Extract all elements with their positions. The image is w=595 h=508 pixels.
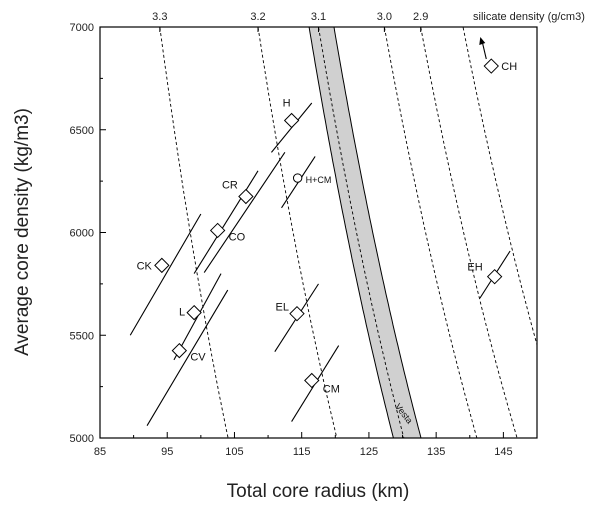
top-tick-label-3.2: 3.2 bbox=[250, 11, 265, 23]
density-curves bbox=[159, 27, 537, 438]
point-label-cr: CR bbox=[222, 180, 238, 192]
trend-line-co bbox=[193, 170, 259, 274]
marker-h bbox=[283, 112, 300, 129]
y-tick-label-6000: 6000 bbox=[70, 228, 94, 240]
point-label-cm: CM bbox=[323, 383, 340, 395]
top-axis-title: silicate density (g/cm3) bbox=[473, 11, 585, 23]
x-tick-label-135: 135 bbox=[427, 446, 445, 458]
arrow-head-ch bbox=[479, 37, 486, 46]
plot-frame bbox=[99, 26, 538, 439]
marker-el bbox=[289, 305, 305, 322]
marker-cr bbox=[238, 188, 254, 205]
vesta-band bbox=[308, 27, 422, 438]
density-curve-3.1 bbox=[318, 27, 405, 438]
marker-co bbox=[209, 222, 226, 239]
density-curve-3.3 bbox=[159, 27, 229, 438]
marker-ck bbox=[154, 257, 170, 274]
trend-line-cv bbox=[146, 289, 229, 426]
x-tick-label-95: 95 bbox=[161, 446, 173, 458]
x-tick-label-145: 145 bbox=[494, 446, 512, 458]
x-tick-label-115: 115 bbox=[293, 446, 311, 458]
y-tick-label-6500: 6500 bbox=[70, 125, 94, 137]
point-label-co: CO bbox=[229, 231, 246, 243]
marker-l bbox=[186, 304, 202, 321]
point-label-l: L bbox=[179, 307, 185, 319]
y-axis-title: Average core density (kg/m3) bbox=[12, 108, 33, 356]
marker-eh bbox=[486, 268, 503, 285]
y-tick-label-5000: 5000 bbox=[70, 433, 94, 445]
trend-line-cr bbox=[203, 152, 286, 273]
labels: Total core radius (km) Average core dens… bbox=[12, 11, 585, 502]
marker-ch bbox=[483, 58, 499, 74]
y-tick-label-7000: 7000 bbox=[70, 22, 94, 34]
point-label-eh: EH bbox=[467, 262, 482, 274]
marker-h-cm bbox=[292, 173, 303, 183]
top-tick-label-3.1: 3.1 bbox=[311, 11, 326, 23]
point-label-el: EL bbox=[276, 302, 289, 314]
x-axis-title: Total core radius (km) bbox=[227, 481, 410, 502]
top-tick-label-3.3: 3.3 bbox=[152, 11, 167, 23]
x-tick-label-105: 105 bbox=[225, 446, 243, 458]
density-curve-3.0 bbox=[383, 27, 478, 438]
trend-line-ck bbox=[129, 213, 202, 336]
density-curve-3.2 bbox=[257, 27, 338, 438]
vesta-band-layer bbox=[308, 27, 422, 438]
point-label-ch: CH bbox=[501, 61, 517, 73]
point-label-h: H bbox=[283, 98, 291, 110]
trend-lines bbox=[129, 102, 511, 426]
y-tick-label-5500: 5500 bbox=[70, 330, 94, 342]
density-curve-extra-5 bbox=[462, 27, 537, 347]
axes: 85 95 105 115 125 135 145 5000 5500 6000 6500 7000 3… bbox=[70, 11, 538, 458]
top-tick-label-2.9: 2.9 bbox=[413, 11, 428, 23]
point-label-ck: CK bbox=[137, 260, 153, 272]
arrow-shaft-ch bbox=[481, 41, 487, 60]
top-tick-label-3.0: 3.0 bbox=[377, 11, 392, 23]
x-tick-label-85: 85 bbox=[94, 446, 106, 458]
data-markers bbox=[154, 37, 503, 389]
marker-cm bbox=[304, 372, 320, 389]
density-curve-2.9 bbox=[420, 27, 518, 438]
marker-cv bbox=[171, 342, 188, 359]
x-tick-label-125: 125 bbox=[360, 446, 378, 458]
point-label-h-cm: H+CM bbox=[306, 175, 332, 185]
point-label-cv: CV bbox=[190, 352, 206, 364]
